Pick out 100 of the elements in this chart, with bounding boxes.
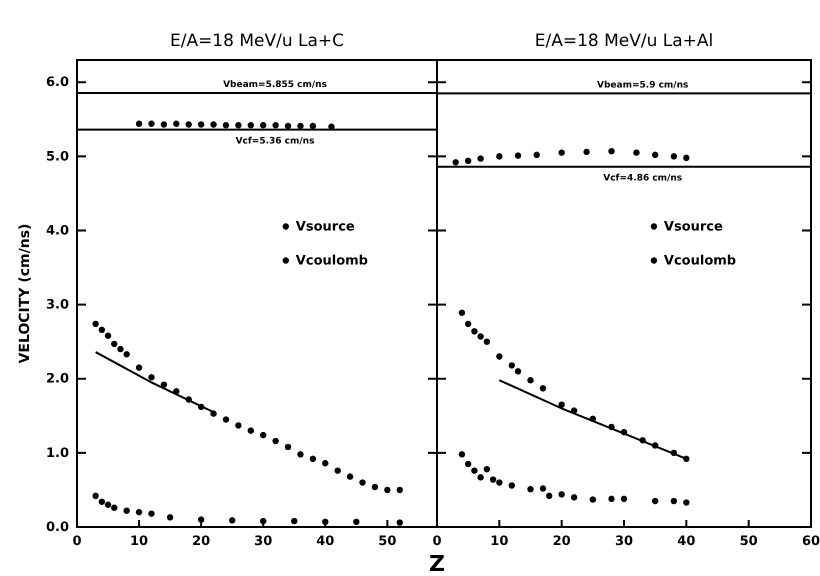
point [484,338,490,345]
point [160,121,168,128]
point [136,508,142,516]
point [136,364,142,371]
x-tick-label: 10 [130,534,148,549]
point [558,149,565,156]
point [198,516,204,523]
point [235,122,242,128]
point [546,492,552,500]
x-tick-label: 30 [254,534,272,549]
x-tick-label: 20 [552,534,571,549]
ref-line-label: Vcf=5.36 cm/ns [236,136,314,147]
point [384,486,391,494]
point [111,340,118,348]
point [534,152,540,158]
point [92,320,99,328]
point [608,496,615,502]
point [527,486,534,492]
point [508,362,515,369]
point [540,485,546,492]
point [477,155,484,162]
point [297,122,304,130]
x-tick-label: 60 [802,534,820,549]
point [464,460,472,468]
point [104,332,112,339]
point [620,496,628,502]
y-tick-label: 2.0 [46,372,69,387]
point [514,152,522,159]
point [477,333,484,340]
point [272,122,279,128]
point [396,519,403,526]
y-tick-label: 3.0 [46,298,69,313]
point [372,484,378,490]
point [198,121,204,128]
point [260,432,266,438]
point [558,401,565,408]
ref-line-label: Vcf=4.86 cm/ns [603,174,682,184]
point [328,124,335,130]
x-tick-label: 30 [614,534,634,549]
point [248,427,254,434]
point [458,310,466,316]
x-tick-label: 20 [192,534,210,549]
point [291,518,298,524]
point [186,121,192,128]
point [98,326,106,334]
point [98,498,106,505]
point [297,451,304,458]
point [173,120,180,127]
point [670,153,678,160]
point [508,482,515,489]
point [334,467,341,474]
point [683,154,690,162]
ref-line-label: Vbeam=5.9 cm/ns [597,80,688,90]
point [148,510,155,517]
point [477,474,484,481]
point [160,381,168,388]
point [310,456,316,462]
point [117,346,124,352]
x-tick-label: 50 [378,534,396,549]
y-tick-label: 0.0 [46,520,69,535]
point [652,152,658,158]
legend-label: Vcoulomb [296,253,368,268]
x-tick-label: 10 [490,534,508,549]
point [359,479,366,486]
y-tick-label: 4.0 [46,223,69,238]
point [458,451,466,458]
point [490,476,496,483]
point [222,416,230,423]
point [123,507,130,514]
legend-label: Vcoulomb [664,253,736,268]
x-tick-label: 0 [432,534,442,549]
point [608,148,615,154]
y-tick-label: 1.0 [46,446,69,461]
point [166,514,174,521]
point [104,502,112,508]
y-axis-title: VELOCITY (cm/ns) [17,224,33,364]
point [284,122,292,130]
y-tick-label: 6.0 [46,75,69,90]
point [123,351,130,358]
legend-label: Vsource [664,219,724,234]
point [92,492,99,500]
x-tick-label: 0 [72,534,82,549]
point [558,491,565,498]
legend-label: Vsource [296,219,355,234]
point [260,518,266,524]
point [540,385,546,392]
point [346,473,354,480]
point [670,498,678,504]
chart-title: E/A=18 MeV/u La+Al [534,31,714,51]
point [471,328,478,335]
point [310,122,316,130]
point [496,479,503,486]
point [496,153,503,160]
point [633,149,640,156]
ref-line-label: Vbeam=5.855 cm/ns [223,80,327,90]
point [471,467,478,474]
point [496,353,503,360]
point [272,438,279,444]
point [353,518,360,526]
point [284,444,292,450]
